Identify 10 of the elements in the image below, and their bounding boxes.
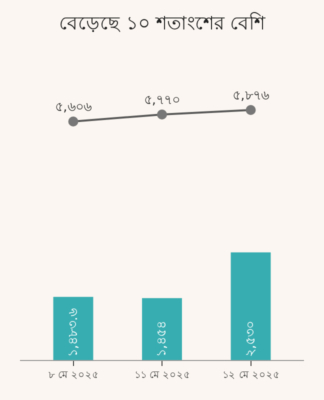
x-tick-label: ১২ মে ২০২৫ [222,370,279,381]
x-tick-label: ৮ মে ২০২৫ [48,370,98,381]
data-label: ৫,৮৭৬ [232,88,270,104]
data-label: ৫,৬০৬ [55,100,92,115]
data-label: ৫,৭৭০ [144,93,180,108]
chart-title: বেড়েছে ১০ শতাংশের বেশি [58,12,266,34]
x-tick-label: ১১ মে ২০২৫ [134,370,190,381]
data-label: ১,৪৮৩.৬ [66,308,81,357]
data-label: ২,৫৩০ [243,320,258,357]
data-label: ১,৪৫৪ [154,320,170,357]
